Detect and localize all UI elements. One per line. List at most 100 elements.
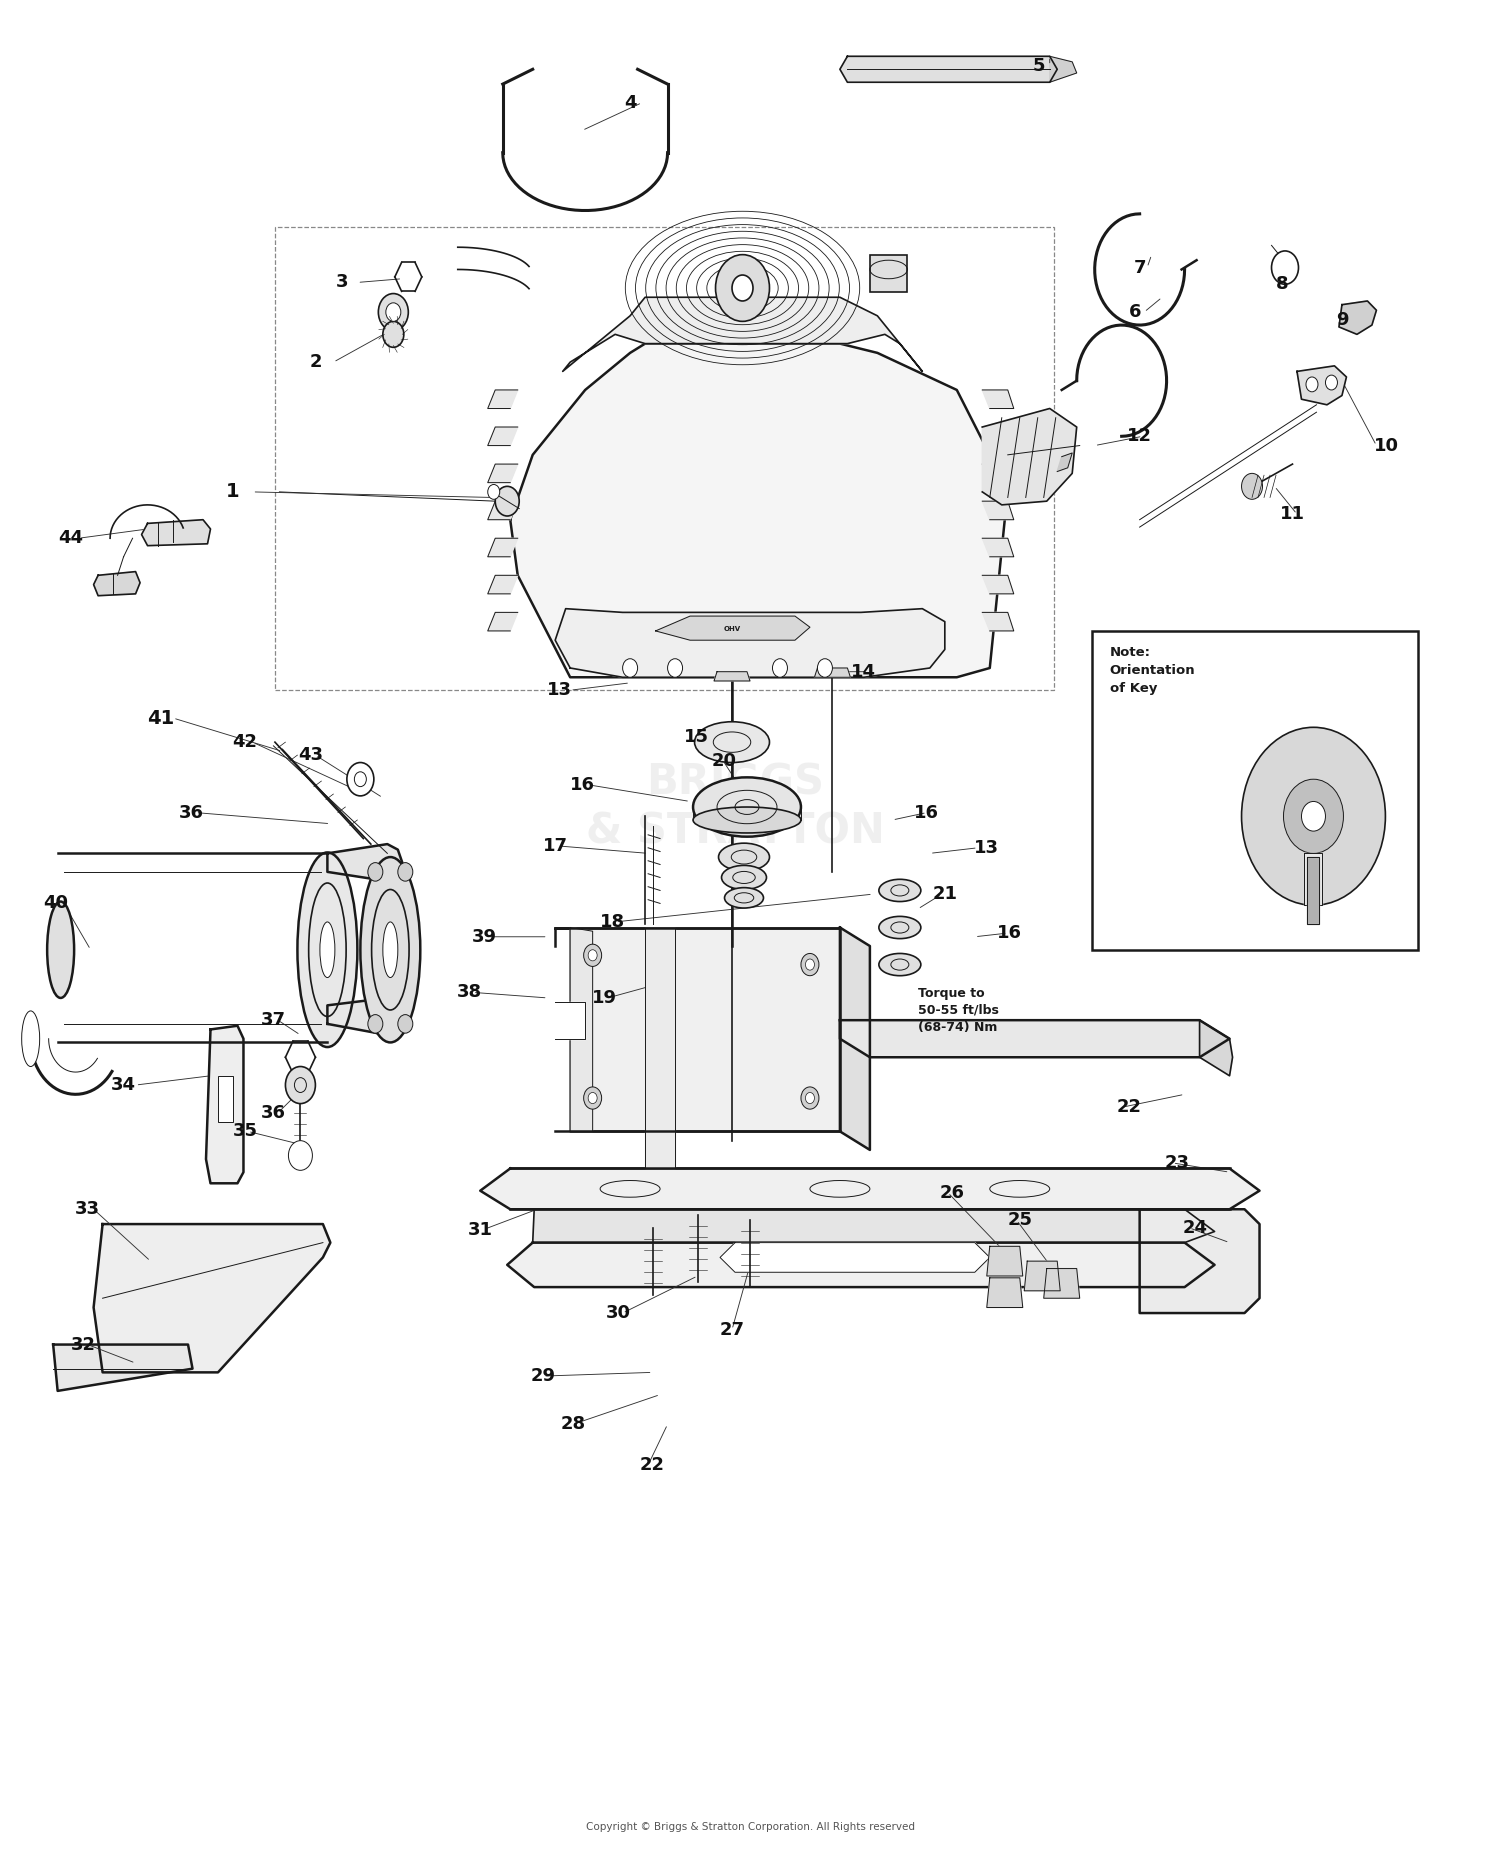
Polygon shape [488, 501, 518, 519]
Polygon shape [488, 390, 518, 408]
Ellipse shape [382, 922, 398, 978]
Text: 29: 29 [531, 1367, 555, 1386]
Text: OHV: OHV [723, 627, 741, 633]
Text: 22: 22 [1116, 1098, 1142, 1117]
Circle shape [806, 959, 814, 970]
Circle shape [668, 659, 682, 677]
Polygon shape [206, 1026, 243, 1183]
Text: 19: 19 [592, 989, 616, 1007]
Polygon shape [1308, 857, 1320, 924]
Text: Copyright © Briggs & Stratton Corporation. All Rights reserved: Copyright © Briggs & Stratton Corporatio… [585, 1822, 915, 1833]
Polygon shape [982, 575, 1014, 594]
Bar [217, 1076, 232, 1122]
Text: 39: 39 [472, 928, 496, 946]
Text: 6: 6 [1130, 302, 1142, 321]
Ellipse shape [879, 916, 921, 939]
Circle shape [584, 944, 602, 966]
Text: 28: 28 [561, 1415, 585, 1434]
Polygon shape [982, 501, 1014, 519]
Polygon shape [327, 844, 402, 881]
Polygon shape [1024, 1261, 1060, 1291]
Text: BRIGGS
& STRATTON: BRIGGS & STRATTON [585, 762, 885, 851]
Circle shape [818, 659, 833, 677]
Text: 35: 35 [232, 1122, 258, 1141]
Polygon shape [510, 343, 1005, 677]
Circle shape [1302, 801, 1326, 831]
Text: 18: 18 [600, 913, 624, 931]
Circle shape [346, 762, 374, 796]
Polygon shape [53, 1345, 192, 1391]
Text: 43: 43 [298, 746, 324, 764]
Text: 42: 42 [232, 733, 258, 751]
Text: 4: 4 [624, 93, 636, 111]
Circle shape [772, 659, 788, 677]
Polygon shape [488, 464, 518, 482]
Ellipse shape [320, 922, 334, 978]
Text: 36: 36 [261, 1104, 286, 1122]
Bar [274, 226, 1054, 690]
Polygon shape [93, 1224, 330, 1373]
Text: 26: 26 [940, 1183, 964, 1202]
Text: 32: 32 [70, 1336, 96, 1354]
Polygon shape [982, 390, 1014, 408]
Polygon shape [507, 1243, 1215, 1287]
Polygon shape [982, 538, 1014, 556]
Text: 13: 13 [975, 838, 999, 857]
Bar [870, 254, 907, 291]
Polygon shape [555, 928, 840, 1132]
Circle shape [1284, 779, 1344, 853]
Ellipse shape [693, 807, 801, 833]
Text: 15: 15 [684, 727, 708, 746]
Ellipse shape [879, 953, 921, 976]
Ellipse shape [879, 879, 921, 902]
Polygon shape [1140, 1209, 1260, 1313]
Polygon shape [480, 1169, 1260, 1209]
Circle shape [1242, 727, 1386, 905]
Text: 22: 22 [640, 1456, 664, 1475]
Text: 34: 34 [111, 1076, 136, 1094]
Circle shape [732, 275, 753, 301]
Polygon shape [488, 575, 518, 594]
Polygon shape [1340, 301, 1377, 334]
Text: 13: 13 [548, 681, 572, 699]
Polygon shape [987, 1247, 1023, 1276]
Ellipse shape [694, 722, 770, 762]
Text: 14: 14 [852, 662, 876, 681]
Polygon shape [982, 427, 1014, 445]
Text: 11: 11 [1280, 505, 1305, 523]
Polygon shape [1058, 453, 1072, 471]
Polygon shape [720, 1243, 990, 1273]
Text: 20: 20 [712, 751, 736, 770]
Polygon shape [840, 1020, 1230, 1057]
Text: 33: 33 [75, 1200, 100, 1219]
Text: 8: 8 [1275, 275, 1288, 293]
Polygon shape [987, 1278, 1023, 1308]
Circle shape [378, 293, 408, 330]
Polygon shape [562, 297, 922, 371]
Text: 16: 16 [915, 803, 939, 822]
Polygon shape [656, 616, 810, 640]
Circle shape [716, 254, 770, 321]
Text: 9: 9 [1335, 310, 1348, 328]
Circle shape [1242, 473, 1263, 499]
Text: 37: 37 [261, 1011, 286, 1030]
Polygon shape [982, 464, 1014, 482]
Text: Note:
Orientation
of Key: Note: Orientation of Key [1110, 646, 1196, 696]
Polygon shape [1200, 1020, 1233, 1076]
Circle shape [1306, 377, 1318, 391]
Bar [1092, 631, 1419, 950]
Circle shape [584, 1087, 602, 1109]
Text: 3: 3 [336, 273, 348, 291]
Ellipse shape [46, 902, 74, 998]
Circle shape [622, 659, 638, 677]
Text: 36: 36 [178, 803, 204, 822]
Text: 1: 1 [226, 482, 240, 501]
Circle shape [382, 321, 404, 347]
Polygon shape [1298, 365, 1347, 404]
Circle shape [588, 1093, 597, 1104]
Polygon shape [840, 56, 1058, 82]
Polygon shape [714, 672, 750, 681]
Polygon shape [555, 1002, 585, 1039]
Polygon shape [815, 668, 850, 677]
Polygon shape [555, 608, 945, 677]
